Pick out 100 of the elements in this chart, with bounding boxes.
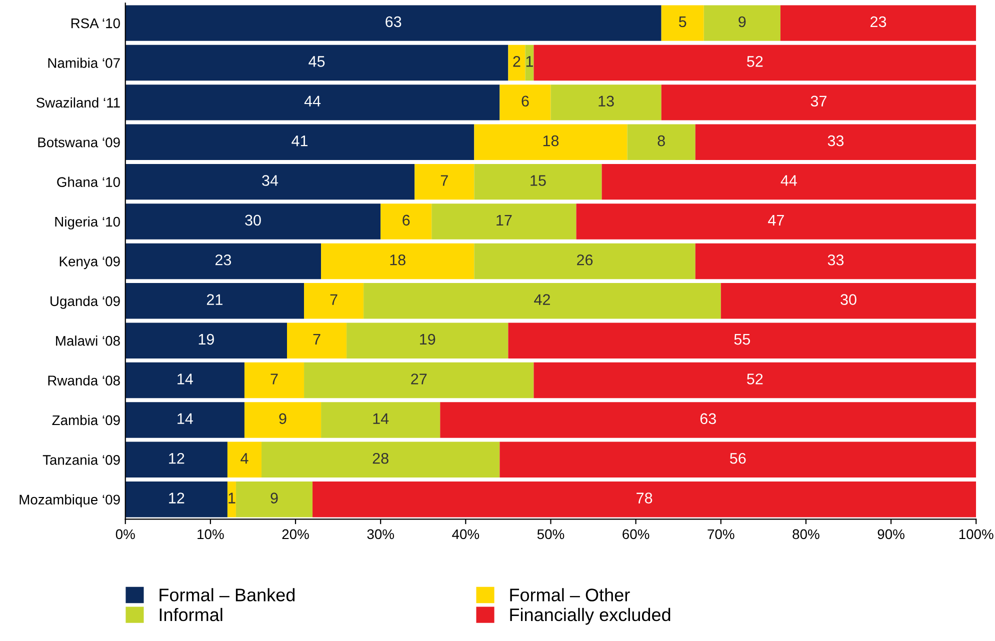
bar: [125, 84, 500, 120]
data-label: 12: [169, 492, 184, 504]
y-tick-label: Namibia ‘07: [48, 58, 120, 68]
data-label: 18: [390, 254, 406, 266]
data-label: 27: [411, 374, 427, 384]
bar: [227, 442, 262, 478]
bar: [125, 124, 474, 160]
bar: [321, 402, 440, 438]
data-label: 9: [279, 413, 286, 424]
bar: [550, 84, 662, 120]
x-tick-label: 70%: [708, 529, 734, 540]
data-label: 9: [738, 16, 746, 28]
bar: [125, 164, 415, 200]
data-label: 5: [678, 16, 686, 28]
y-tick-label: Swaziland ‘11: [36, 97, 120, 108]
x-tick-label: 90%: [878, 529, 904, 540]
bar: [534, 44, 976, 81]
data-label: 44: [304, 96, 321, 106]
data-label: 6: [402, 214, 410, 226]
bar: [474, 164, 602, 200]
data-label: 52: [747, 56, 763, 67]
y-tick-label: Nigeria ‘10: [55, 216, 120, 230]
bar: [125, 442, 228, 478]
bar: [125, 283, 304, 319]
data-label: 55: [734, 334, 750, 345]
data-label: 2: [513, 56, 520, 67]
data-label: 7: [313, 334, 320, 345]
bar: [525, 44, 534, 81]
bar: [346, 322, 508, 358]
data-label: 7: [270, 374, 278, 384]
bar: [125, 5, 662, 41]
bar: [227, 482, 236, 518]
x-tick-label: 40%: [452, 529, 480, 540]
data-label: 56: [730, 452, 746, 464]
x-tick-label: 0%: [116, 529, 135, 540]
bar: [474, 243, 696, 280]
data-label: 37: [810, 96, 826, 107]
bar: [125, 402, 244, 438]
x-tick-label: 10%: [198, 529, 224, 540]
y-tick-label: Uganda ‘09: [50, 296, 120, 309]
x-tick-label: 60%: [622, 529, 650, 540]
y-tick-label: Rwanda ‘08: [48, 375, 120, 386]
bar: [125, 322, 288, 358]
bar: [508, 322, 976, 358]
bar: [508, 44, 526, 81]
data-label: 9: [270, 492, 278, 504]
bar: [125, 243, 322, 280]
data-label: 19: [420, 334, 436, 345]
data-label: 42: [534, 294, 550, 305]
bar: [304, 283, 364, 319]
bar: [474, 124, 628, 160]
bar: [312, 482, 976, 518]
data-label: 23: [870, 16, 886, 28]
data-label: 17: [496, 214, 512, 226]
legend-label: Financially excluded: [510, 608, 670, 625]
data-label: 41: [292, 136, 308, 146]
bar: [261, 442, 500, 478]
bar: [364, 283, 721, 319]
data-label: 52: [747, 374, 763, 384]
bar: [440, 402, 976, 438]
bar: [432, 204, 576, 240]
bar: [500, 84, 551, 120]
bar: [704, 5, 780, 41]
y-tick-label: Mozambique ‘09: [20, 494, 120, 508]
y-tick-label: Botswana ‘09: [38, 137, 120, 148]
data-label: 21: [206, 294, 222, 305]
data-label: 26: [577, 254, 593, 266]
bar: [321, 243, 474, 280]
bar: [125, 482, 228, 518]
y-tick-label: Kenya ‘09: [60, 256, 120, 270]
data-label: 6: [522, 96, 529, 107]
data-label: 30: [245, 214, 261, 226]
data-label: 19: [198, 334, 214, 345]
bar: [661, 84, 976, 120]
data-label: 47: [768, 214, 784, 226]
data-label: 7: [440, 175, 448, 186]
bar: [244, 362, 304, 398]
bar: [380, 204, 432, 240]
data-label: 8: [658, 135, 665, 146]
bar: [125, 44, 508, 81]
legend-label: Informal: [160, 608, 222, 622]
bar: [627, 124, 696, 160]
data-label: 1: [228, 492, 236, 504]
data-label: 14: [178, 413, 193, 424]
y-tick-label: Malawi ‘08: [56, 336, 120, 346]
y-tick-label: Zambia ‘09: [52, 414, 120, 426]
bar: [304, 362, 534, 398]
data-label: 15: [530, 175, 546, 186]
y-tick-label: Ghana ‘10: [57, 176, 120, 187]
data-label: 44: [780, 175, 797, 186]
legend-label: Formal – Banked: [160, 588, 295, 602]
bar: [287, 322, 347, 358]
x-tick-label: 20%: [282, 529, 309, 540]
data-label: 63: [700, 413, 716, 424]
x-tick-label: 30%: [367, 529, 394, 540]
bar: [602, 164, 976, 200]
data-label: 23: [215, 254, 232, 266]
data-label: 33: [828, 135, 844, 146]
bar: [695, 243, 976, 280]
data-label: 63: [386, 16, 402, 28]
